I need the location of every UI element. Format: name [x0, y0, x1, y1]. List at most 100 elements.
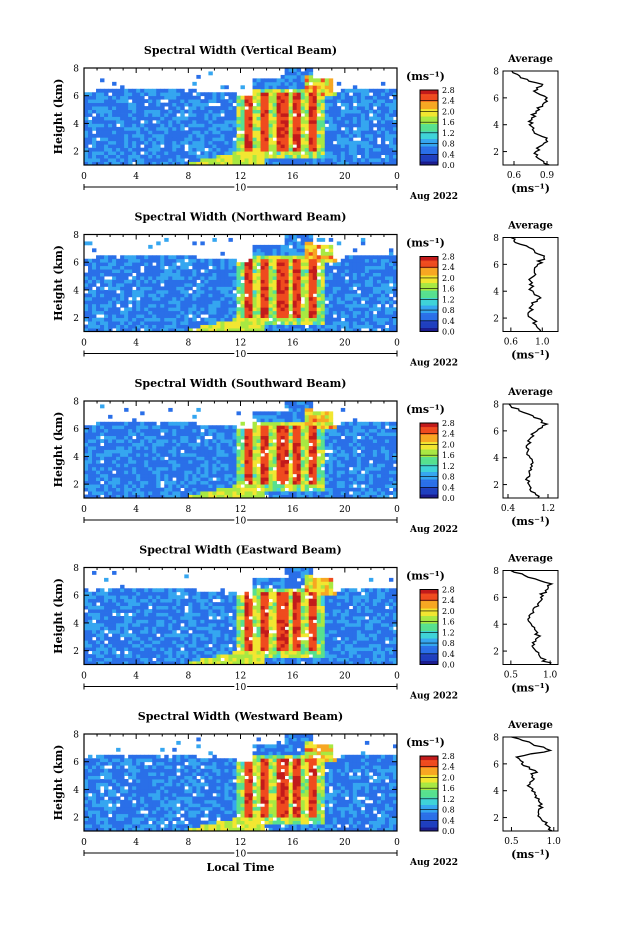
- heatmap-cell: [196, 95, 201, 100]
- heatmap-cell: [284, 418, 290, 423]
- heatmap-cell: [376, 296, 382, 301]
- heatmap-cell: [380, 279, 386, 284]
- heatmap-cell: [320, 258, 326, 263]
- heatmap-cell: [84, 99, 89, 104]
- heatmap-cell: [168, 321, 173, 325]
- heatmap-cell: [372, 262, 378, 267]
- heatmap-cell: [368, 106, 374, 110]
- heatmap-cell: [280, 484, 286, 488]
- heatmap-cell: [116, 428, 121, 433]
- y-tick-label: 8: [73, 65, 79, 75]
- heatmap-cell: [268, 480, 273, 485]
- heatmap-cell: [296, 255, 302, 260]
- heatmap-cell: [348, 113, 354, 117]
- heatmap-cell: [236, 296, 241, 301]
- heatmap-cell: [220, 310, 225, 315]
- heatmap-cell: [188, 442, 193, 447]
- heatmap-cell: [192, 466, 197, 471]
- heatmap-cell: [316, 81, 322, 86]
- heatmap-cell: [260, 116, 265, 121]
- heatmap-cell: [292, 248, 298, 253]
- heatmap-cell: [320, 293, 326, 298]
- heatmap-cell: [144, 158, 149, 162]
- heatmap-cell: [272, 418, 278, 423]
- heatmap-cell: [180, 113, 185, 117]
- heatmap-cell: [292, 283, 298, 287]
- heatmap-cell: [188, 279, 193, 284]
- heatmap-cell: [132, 109, 137, 114]
- heatmap-cell: [380, 328, 386, 332]
- heatmap-cell: [140, 470, 145, 475]
- heatmap-cell: [220, 484, 225, 488]
- heatmap-cell: [280, 109, 286, 114]
- heatmap-cell: [392, 88, 398, 93]
- heatmap-cell: [296, 248, 302, 253]
- heatmap-cell: [104, 269, 109, 273]
- heatmap-cell: [244, 449, 249, 454]
- heatmap-cell: [112, 81, 117, 86]
- heatmap-cell: [312, 126, 318, 131]
- heatmap-cell: [236, 494, 241, 499]
- heatmap-cell: [220, 262, 225, 267]
- colorbar-segment: [420, 288, 438, 291]
- heatmap-cell: [92, 473, 97, 478]
- heatmap-cell: [104, 463, 109, 468]
- heatmap-cell: [344, 123, 350, 128]
- heatmap-cell: [328, 147, 334, 152]
- heatmap-cell: [244, 161, 249, 166]
- heatmap-cell: [112, 106, 117, 110]
- heatmap-cell: [372, 272, 378, 277]
- heatmap-cell: [344, 328, 350, 332]
- heatmap-cell: [364, 106, 370, 110]
- heatmap-cell: [284, 265, 290, 270]
- heatmap-cell: [124, 276, 129, 280]
- x-tick-label: 12: [235, 172, 246, 182]
- heatmap-cell: [228, 293, 233, 298]
- heatmap-cell: [252, 88, 257, 93]
- heatmap-cell: [152, 432, 157, 437]
- heatmap-cell: [176, 463, 181, 468]
- heatmap-cell: [232, 123, 237, 128]
- heatmap-cell: [264, 463, 269, 468]
- heatmap-cell: [84, 480, 89, 485]
- heatmap-cell: [212, 293, 217, 298]
- heatmap-cell: [304, 151, 310, 155]
- heatmap-cell: [188, 466, 193, 471]
- heatmap-cell: [156, 133, 161, 138]
- heatmap-cell: [124, 116, 129, 121]
- y-tick-label: 6: [73, 92, 79, 102]
- heatmap-cell: [300, 484, 306, 488]
- heatmap-cell: [176, 283, 181, 287]
- heatmap-cell: [308, 435, 314, 440]
- average-y-tick-label: 8: [493, 68, 499, 78]
- heatmap-cell: [116, 95, 121, 100]
- heatmap-cell: [248, 151, 253, 155]
- heatmap-cell: [192, 317, 197, 322]
- heatmap-cell: [96, 154, 101, 159]
- heatmap-cell: [140, 133, 145, 138]
- heatmap-cell: [324, 140, 330, 145]
- heatmap-cell: [296, 140, 302, 145]
- heatmap-cell: [344, 289, 350, 294]
- heatmap-cell: [224, 452, 229, 457]
- heatmap-cell: [384, 133, 390, 138]
- heatmap-cell: [308, 439, 314, 443]
- heatmap-cell: [256, 435, 261, 440]
- heatmap-cell: [216, 116, 221, 121]
- heatmap-cell: [232, 95, 237, 100]
- heatmap-cell: [148, 109, 153, 114]
- heatmap-cell: [264, 154, 269, 159]
- heatmap-cell: [372, 276, 378, 280]
- heatmap-cell: [292, 286, 298, 291]
- heatmap-cell: [172, 432, 177, 437]
- heatmap-cell: [252, 255, 257, 260]
- heatmap-cell: [320, 133, 326, 138]
- heatmap-cell: [88, 296, 93, 301]
- heatmap-cell: [128, 446, 133, 450]
- heatmap-cell: [216, 459, 221, 464]
- heatmap-cell: [320, 272, 326, 277]
- heatmap-cell: [84, 95, 89, 100]
- heatmap-cell: [376, 314, 382, 319]
- heatmap-cell: [328, 126, 334, 131]
- heatmap-cell: [272, 411, 278, 416]
